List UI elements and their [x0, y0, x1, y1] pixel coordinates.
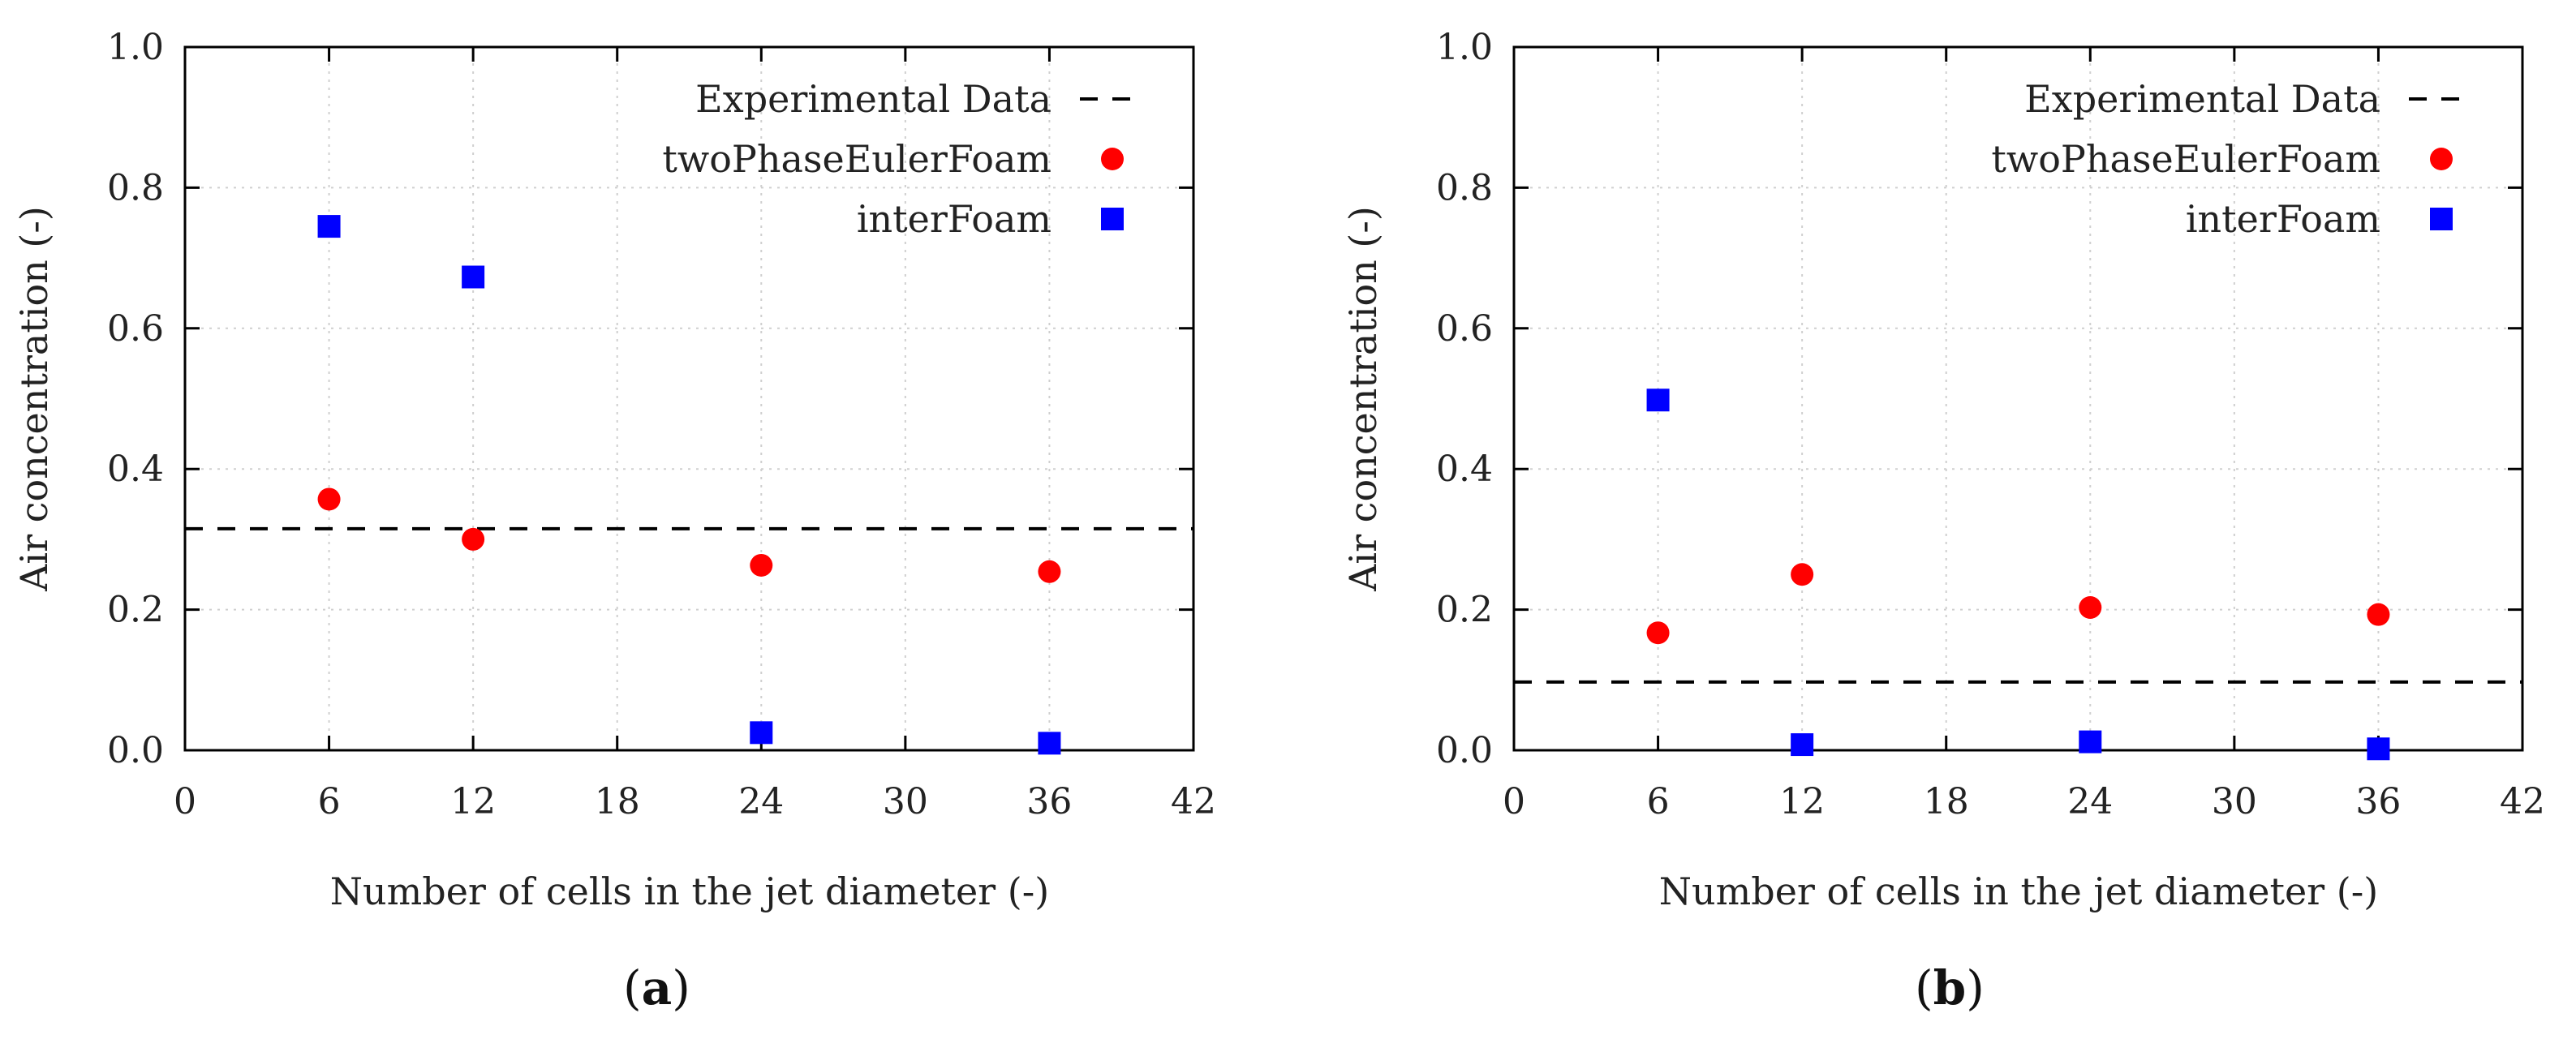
caption-open-paren: (: [623, 960, 642, 1015]
y-tick-label: 0.2: [1436, 590, 1493, 631]
caption-close-paren: ): [672, 960, 690, 1015]
x-tick-label: 18: [595, 781, 640, 822]
caption-close-paren: ): [1966, 960, 1985, 1015]
x-tick-label: 18: [1924, 781, 1969, 822]
x-tick-label: 24: [2067, 781, 2113, 822]
y-axis-label: Air concentration (-): [12, 206, 56, 592]
y-tick-label: 0.0: [107, 730, 164, 771]
y-tick-label: 1.0: [1436, 27, 1493, 68]
x-tick-label: 0: [174, 781, 196, 822]
point-interFoam: [317, 215, 341, 238]
y-tick-label: 0.8: [1436, 167, 1493, 208]
point-interFoam: [1038, 732, 1061, 755]
x-tick-label: 6: [1647, 781, 1670, 822]
point-twoPhaseEulerFoam: [462, 527, 485, 551]
x-axis-label: Number of cells in the jet diameter (-): [1659, 869, 2378, 913]
legend-circle-symbol: [1101, 148, 1124, 170]
x-tick-label: 36: [2355, 781, 2401, 822]
plot-frame: [1512, 45, 2524, 752]
panel-letter: b: [1933, 960, 1967, 1015]
legend-square-symbol: [1101, 208, 1124, 230]
legend-label: interFoam: [2186, 197, 2380, 241]
legend-label: interFoam: [857, 197, 1051, 241]
y-axis-label: Air concentration (-): [1341, 206, 1385, 592]
legend-label: Experimental Data: [2024, 77, 2380, 121]
point-twoPhaseEulerFoam: [317, 487, 341, 511]
point-twoPhaseEulerFoam: [1038, 560, 1061, 583]
legend-label: Experimental Data: [695, 77, 1051, 121]
point-interFoam: [1646, 389, 1670, 412]
legend-square-symbol: [2430, 208, 2453, 230]
x-tick-label: 0: [1503, 781, 1525, 822]
point-twoPhaseEulerFoam: [2367, 603, 2390, 626]
x-tick-label: 30: [883, 781, 928, 822]
x-tick-label: 42: [2500, 781, 2545, 822]
y-tick-label: 0.0: [1436, 730, 1493, 771]
point-interFoam: [750, 721, 773, 745]
y-tick-label: 0.4: [107, 449, 164, 490]
point-interFoam: [1791, 733, 1814, 757]
point-twoPhaseEulerFoam: [2079, 595, 2102, 619]
caption-open-paren: (: [1915, 960, 1933, 1015]
point-interFoam: [2367, 737, 2390, 761]
x-tick-label: 12: [1779, 781, 1825, 822]
point-twoPhaseEulerFoam: [1791, 563, 1814, 586]
x-tick-label: 42: [1171, 781, 1216, 822]
chart-panel-b: 0 6 12 18 24 30 36 42 0.0 0.2 0.4 0.6 0.8 1.0 Number o…: [1341, 27, 2545, 1015]
y-tick-label: 0.8: [107, 167, 164, 208]
x-tick-label: 24: [738, 781, 784, 822]
panel-caption: (b): [1915, 960, 1985, 1015]
legend-label: twoPhaseEulerFoam: [1991, 137, 2380, 181]
panel-caption: (a): [623, 960, 690, 1015]
y-tick-label: 0.2: [107, 590, 164, 631]
x-tick-label: 6: [318, 781, 341, 822]
point-interFoam: [462, 265, 485, 289]
point-interFoam: [2079, 730, 2102, 753]
y-tick-label: 0.6: [107, 308, 164, 350]
panel-letter: a: [642, 960, 673, 1015]
chart-panel-a: 0 6 12 18 24 30 36 42 0.0 0.2 0.4 0.6 0.8 1.0 Number o…: [12, 27, 1216, 1015]
y-tick-label: 1.0: [107, 27, 164, 68]
y-tick-label: 0.6: [1436, 308, 1493, 350]
x-tick-label: 12: [450, 781, 496, 822]
x-tick-label: 36: [1026, 781, 1072, 822]
plot-frame: [183, 45, 1195, 752]
legend-circle-symbol: [2430, 148, 2453, 170]
y-tick-label: 0.4: [1436, 449, 1493, 490]
legend-label: twoPhaseEulerFoam: [662, 137, 1051, 181]
x-axis-label: Number of cells in the jet diameter (-): [330, 869, 1049, 913]
x-tick-label: 30: [2212, 781, 2257, 822]
point-twoPhaseEulerFoam: [1646, 621, 1670, 645]
point-twoPhaseEulerFoam: [750, 553, 773, 577]
